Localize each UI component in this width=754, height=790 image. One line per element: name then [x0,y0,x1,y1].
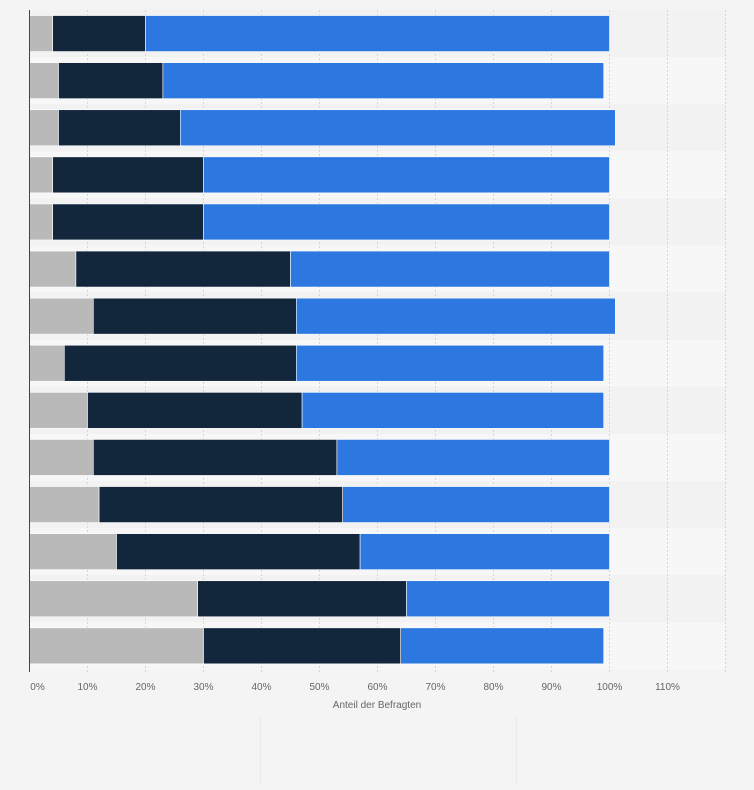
bar-segment-s2-r4 [52,156,204,194]
bar-segment-s3-r4 [203,156,610,194]
bar-segment-s1-r7 [29,297,94,335]
x-axis-title: Anteil der Befragten [333,700,421,711]
bar-segment-s1-r5 [29,203,54,241]
bar-segment-s1-r1 [29,15,54,52]
x-tick-label: 0% [30,682,45,693]
bar-segment-s2-r3 [58,109,181,147]
bar-segment-s2-r8 [64,344,297,382]
x-tick-label: 50% [309,682,329,693]
bar-segment-s1-r10 [29,439,94,476]
footer-divider [516,716,517,786]
bar-segment-s1-r2 [29,62,59,99]
x-tick-label: 30% [193,682,213,693]
bar-segment-s3-r6 [290,250,610,288]
bar-segment-s2-r14 [203,627,401,665]
x-tick-label: 80% [483,682,503,693]
x-tick-label: 100% [597,682,623,693]
bar-segment-s3-r7 [295,297,616,335]
x-tick-label: 90% [541,682,561,693]
bar-segment-s2-r12 [116,533,361,570]
bar-segment-s1-r3 [29,109,59,147]
bar-segment-s1-r14 [29,627,204,665]
bar-segment-s1-r12 [29,533,117,570]
bar-segment-s3-r3 [180,109,616,147]
bar-segment-s2-r6 [75,250,291,288]
bar-segment-s2-r13 [197,580,407,618]
bar-segment-s2-r2 [58,62,164,99]
bar-segment-s3-r8 [295,344,604,382]
x-tick-label: 10% [77,682,97,693]
bar-segment-s1-r6 [29,250,77,288]
bar-segment-s2-r10 [93,439,338,476]
stacked-bar-chart: 0% 10% 20% 30% 40% 50% 60% 70% 80% 90% 100% 110% An… [29,10,726,711]
bars [29,15,616,665]
x-tick-labels: 0% 10% 20% 30% 40% 50% 60% 70% 80% 90% 100% 110% [30,682,680,693]
bar-segment-s1-r8 [29,344,65,382]
footer-band [0,716,754,790]
bar-segment-s1-r9 [29,392,88,429]
bar-segment-s3-r10 [336,439,610,476]
bar-segment-s1-r4 [29,156,54,194]
bar-segment-s3-r2 [162,62,604,99]
bar-segment-s2-r5 [52,203,204,241]
bar-segment-s3-r5 [203,203,610,241]
bar-segment-s2-r9 [87,392,303,429]
bar-segment-s3-r12 [359,533,610,570]
x-tick-label: 40% [251,682,271,693]
bar-segment-s3-r14 [400,627,605,665]
x-tick-label: 60% [367,682,387,693]
bar-segment-s2-r7 [93,297,297,335]
x-tick-label: 110% [655,682,680,693]
x-tick-label: 20% [135,682,155,693]
bar-segment-s1-r13 [29,580,198,618]
bar-segment-s2-r11 [98,486,344,523]
bar-segment-s1-r11 [29,486,100,523]
bar-segment-s3-r9 [301,392,605,429]
bar-segment-s3-r11 [342,486,610,523]
bar-segment-s3-r1 [145,15,610,52]
bar-segment-s3-r13 [406,580,610,618]
bar-segment-s2-r1 [52,15,146,52]
x-tick-label: 70% [425,682,445,693]
footer-divider [260,716,261,786]
